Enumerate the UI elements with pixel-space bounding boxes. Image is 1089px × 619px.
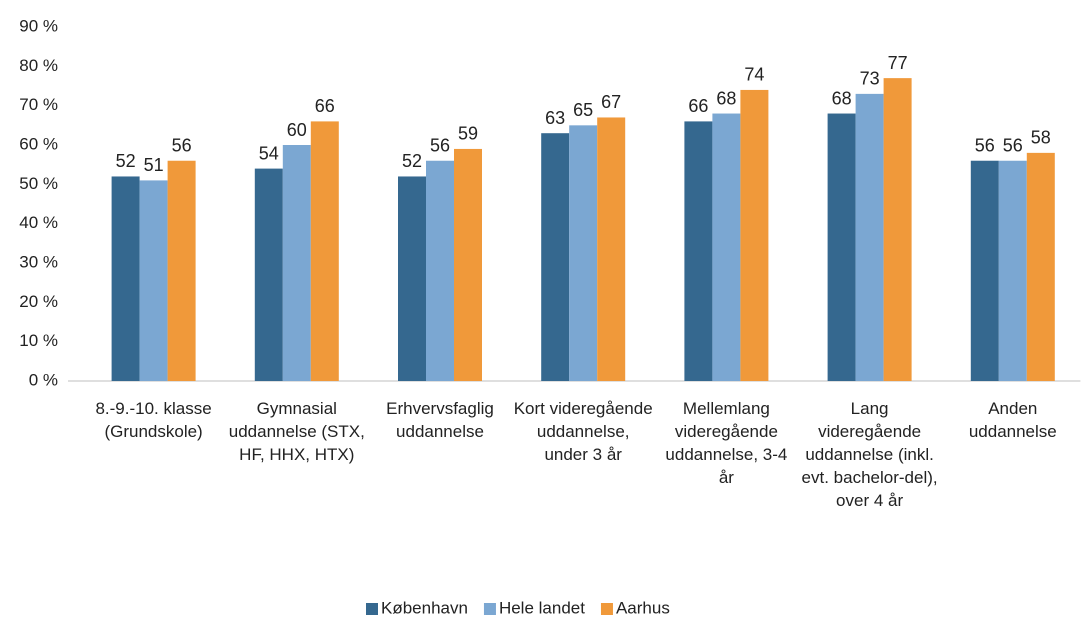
data-label: 67 (601, 92, 621, 112)
bar (282, 145, 311, 381)
x-tick-label: Erhvervsfaglig uddannelse (386, 399, 494, 441)
data-label: 68 (832, 88, 852, 108)
y-tick-label: 80 % (19, 56, 58, 75)
data-label: 65 (573, 100, 593, 120)
x-tick-label: 8.-9.-10. klasse (Grundskole) (95, 399, 212, 441)
bar (684, 121, 713, 382)
x-tick-label: Kort videregående uddannelse, under 3 år (513, 399, 653, 464)
data-label: 56 (430, 135, 450, 155)
data-label: 74 (744, 65, 764, 85)
bar (740, 89, 769, 381)
data-label: 52 (116, 151, 136, 171)
data-label: 56 (1003, 135, 1023, 155)
data-label: 73 (860, 69, 880, 89)
legend-swatch (366, 603, 378, 615)
data-label: 77 (888, 53, 908, 73)
data-label: 59 (458, 124, 478, 144)
bar (998, 160, 1027, 381)
bar (1026, 152, 1055, 381)
y-tick-label: 60 % (19, 134, 58, 153)
y-tick-label: 20 % (19, 292, 58, 311)
x-tick-label: Mellemlang videregående uddannelse, 3-4 … (665, 399, 788, 487)
y-tick-label: 10 % (19, 331, 58, 350)
legend-label: Aarhus (616, 598, 670, 617)
bar (111, 176, 140, 381)
bar (398, 176, 426, 381)
bar (454, 148, 482, 381)
bar (541, 133, 570, 381)
y-tick-label: 0 % (29, 370, 58, 389)
data-label: 66 (688, 96, 708, 116)
bar (167, 160, 196, 381)
x-tick-label: Anden uddannelse (968, 399, 1057, 441)
bar (855, 93, 884, 381)
legend-swatch (600, 603, 613, 615)
legend-label: København (381, 598, 468, 617)
data-label: 52 (402, 151, 422, 171)
bar (712, 113, 741, 382)
bar (970, 160, 999, 381)
bar (597, 117, 626, 381)
data-label: 54 (259, 143, 279, 163)
legend-label: Hele landet (499, 598, 585, 617)
data-label: 66 (315, 96, 335, 116)
x-tick-label: Gymnasial uddannelse (STX, HF, HHX, HTX) (228, 399, 365, 464)
x-tick-label: Lang videregående uddannelse (inkl. evt.… (801, 399, 938, 510)
bar (254, 168, 283, 381)
y-tick-label: 40 % (19, 213, 58, 232)
data-label: 60 (287, 120, 307, 140)
legend-swatch (483, 603, 496, 615)
bar (883, 78, 912, 381)
y-tick-label: 30 % (19, 252, 58, 271)
data-label: 51 (144, 155, 164, 175)
bar (139, 180, 168, 381)
bar (310, 121, 339, 382)
data-label: 58 (1031, 128, 1051, 148)
data-label: 56 (975, 135, 995, 155)
data-label: 68 (716, 88, 736, 108)
data-label: 63 (545, 108, 565, 128)
bar (426, 160, 454, 381)
bar (569, 125, 598, 381)
y-tick-label: 90 % (19, 16, 58, 35)
y-tick-label: 70 % (19, 95, 58, 114)
data-label: 56 (172, 135, 192, 155)
y-tick-label: 50 % (19, 174, 58, 193)
bar (827, 113, 856, 382)
